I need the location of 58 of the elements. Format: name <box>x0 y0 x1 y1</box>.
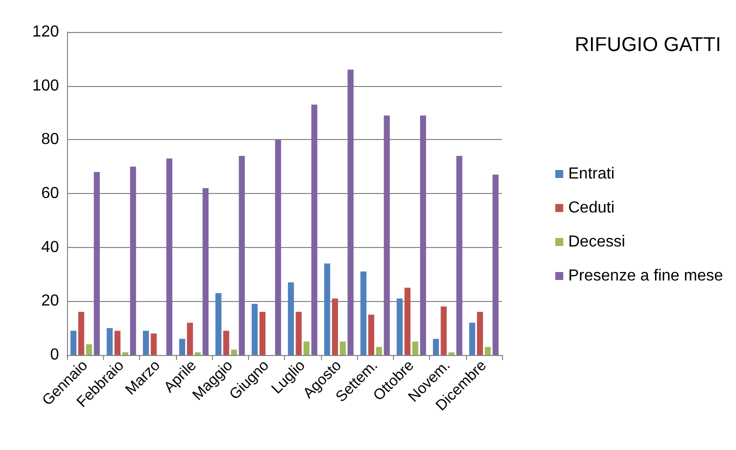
bar <box>476 312 483 355</box>
bar <box>376 346 382 355</box>
bar <box>106 328 113 355</box>
bar <box>288 282 294 355</box>
bar <box>384 115 390 355</box>
bar <box>114 330 120 355</box>
text: RIFUGIO GATTI <box>574 34 722 56</box>
bar <box>332 298 338 355</box>
bar <box>492 174 499 355</box>
bar <box>404 288 410 355</box>
bar <box>86 344 92 355</box>
bar <box>142 330 149 355</box>
bar <box>94 172 100 355</box>
bar <box>469 322 476 355</box>
bar <box>238 156 245 355</box>
bar <box>412 342 418 355</box>
bar <box>296 312 302 355</box>
bar <box>348 70 354 355</box>
bar <box>215 293 222 355</box>
bar <box>223 330 230 355</box>
bar <box>78 312 84 355</box>
bar <box>484 346 491 355</box>
bar <box>70 330 76 355</box>
bar <box>368 314 374 355</box>
bar <box>360 272 366 355</box>
y-tick-label: 40 <box>41 238 60 256</box>
bar <box>231 350 238 355</box>
bar <box>304 342 310 355</box>
bar <box>259 312 266 355</box>
bar <box>456 156 462 355</box>
bar <box>202 188 209 355</box>
legend-label: Entrati <box>568 166 614 182</box>
bar <box>448 352 455 355</box>
bar <box>166 158 172 355</box>
bar <box>186 322 193 355</box>
bar <box>194 352 201 355</box>
bar <box>432 338 439 355</box>
y-tick-label: 120 <box>32 24 60 40</box>
legend-label: Decessi <box>568 234 626 250</box>
bar <box>179 338 186 355</box>
bar <box>340 342 346 355</box>
y-tick-label: 60 <box>41 185 60 202</box>
bar <box>420 115 426 355</box>
y-tick-label: 80 <box>41 131 60 148</box>
bar <box>130 166 136 355</box>
bar <box>324 263 330 355</box>
bar <box>311 104 318 355</box>
bar <box>275 140 282 355</box>
legend-label: Ceduti <box>568 200 614 216</box>
y-tick-label: 100 <box>32 77 60 94</box>
bar <box>396 298 403 355</box>
bar <box>440 306 447 355</box>
legend-label: Presenze a fine mese <box>568 268 724 284</box>
y-tick-label: 20 <box>41 292 60 310</box>
y-tick-label: 0 <box>50 346 60 364</box>
bar <box>150 333 157 355</box>
bar <box>122 352 128 355</box>
bar <box>252 304 258 355</box>
